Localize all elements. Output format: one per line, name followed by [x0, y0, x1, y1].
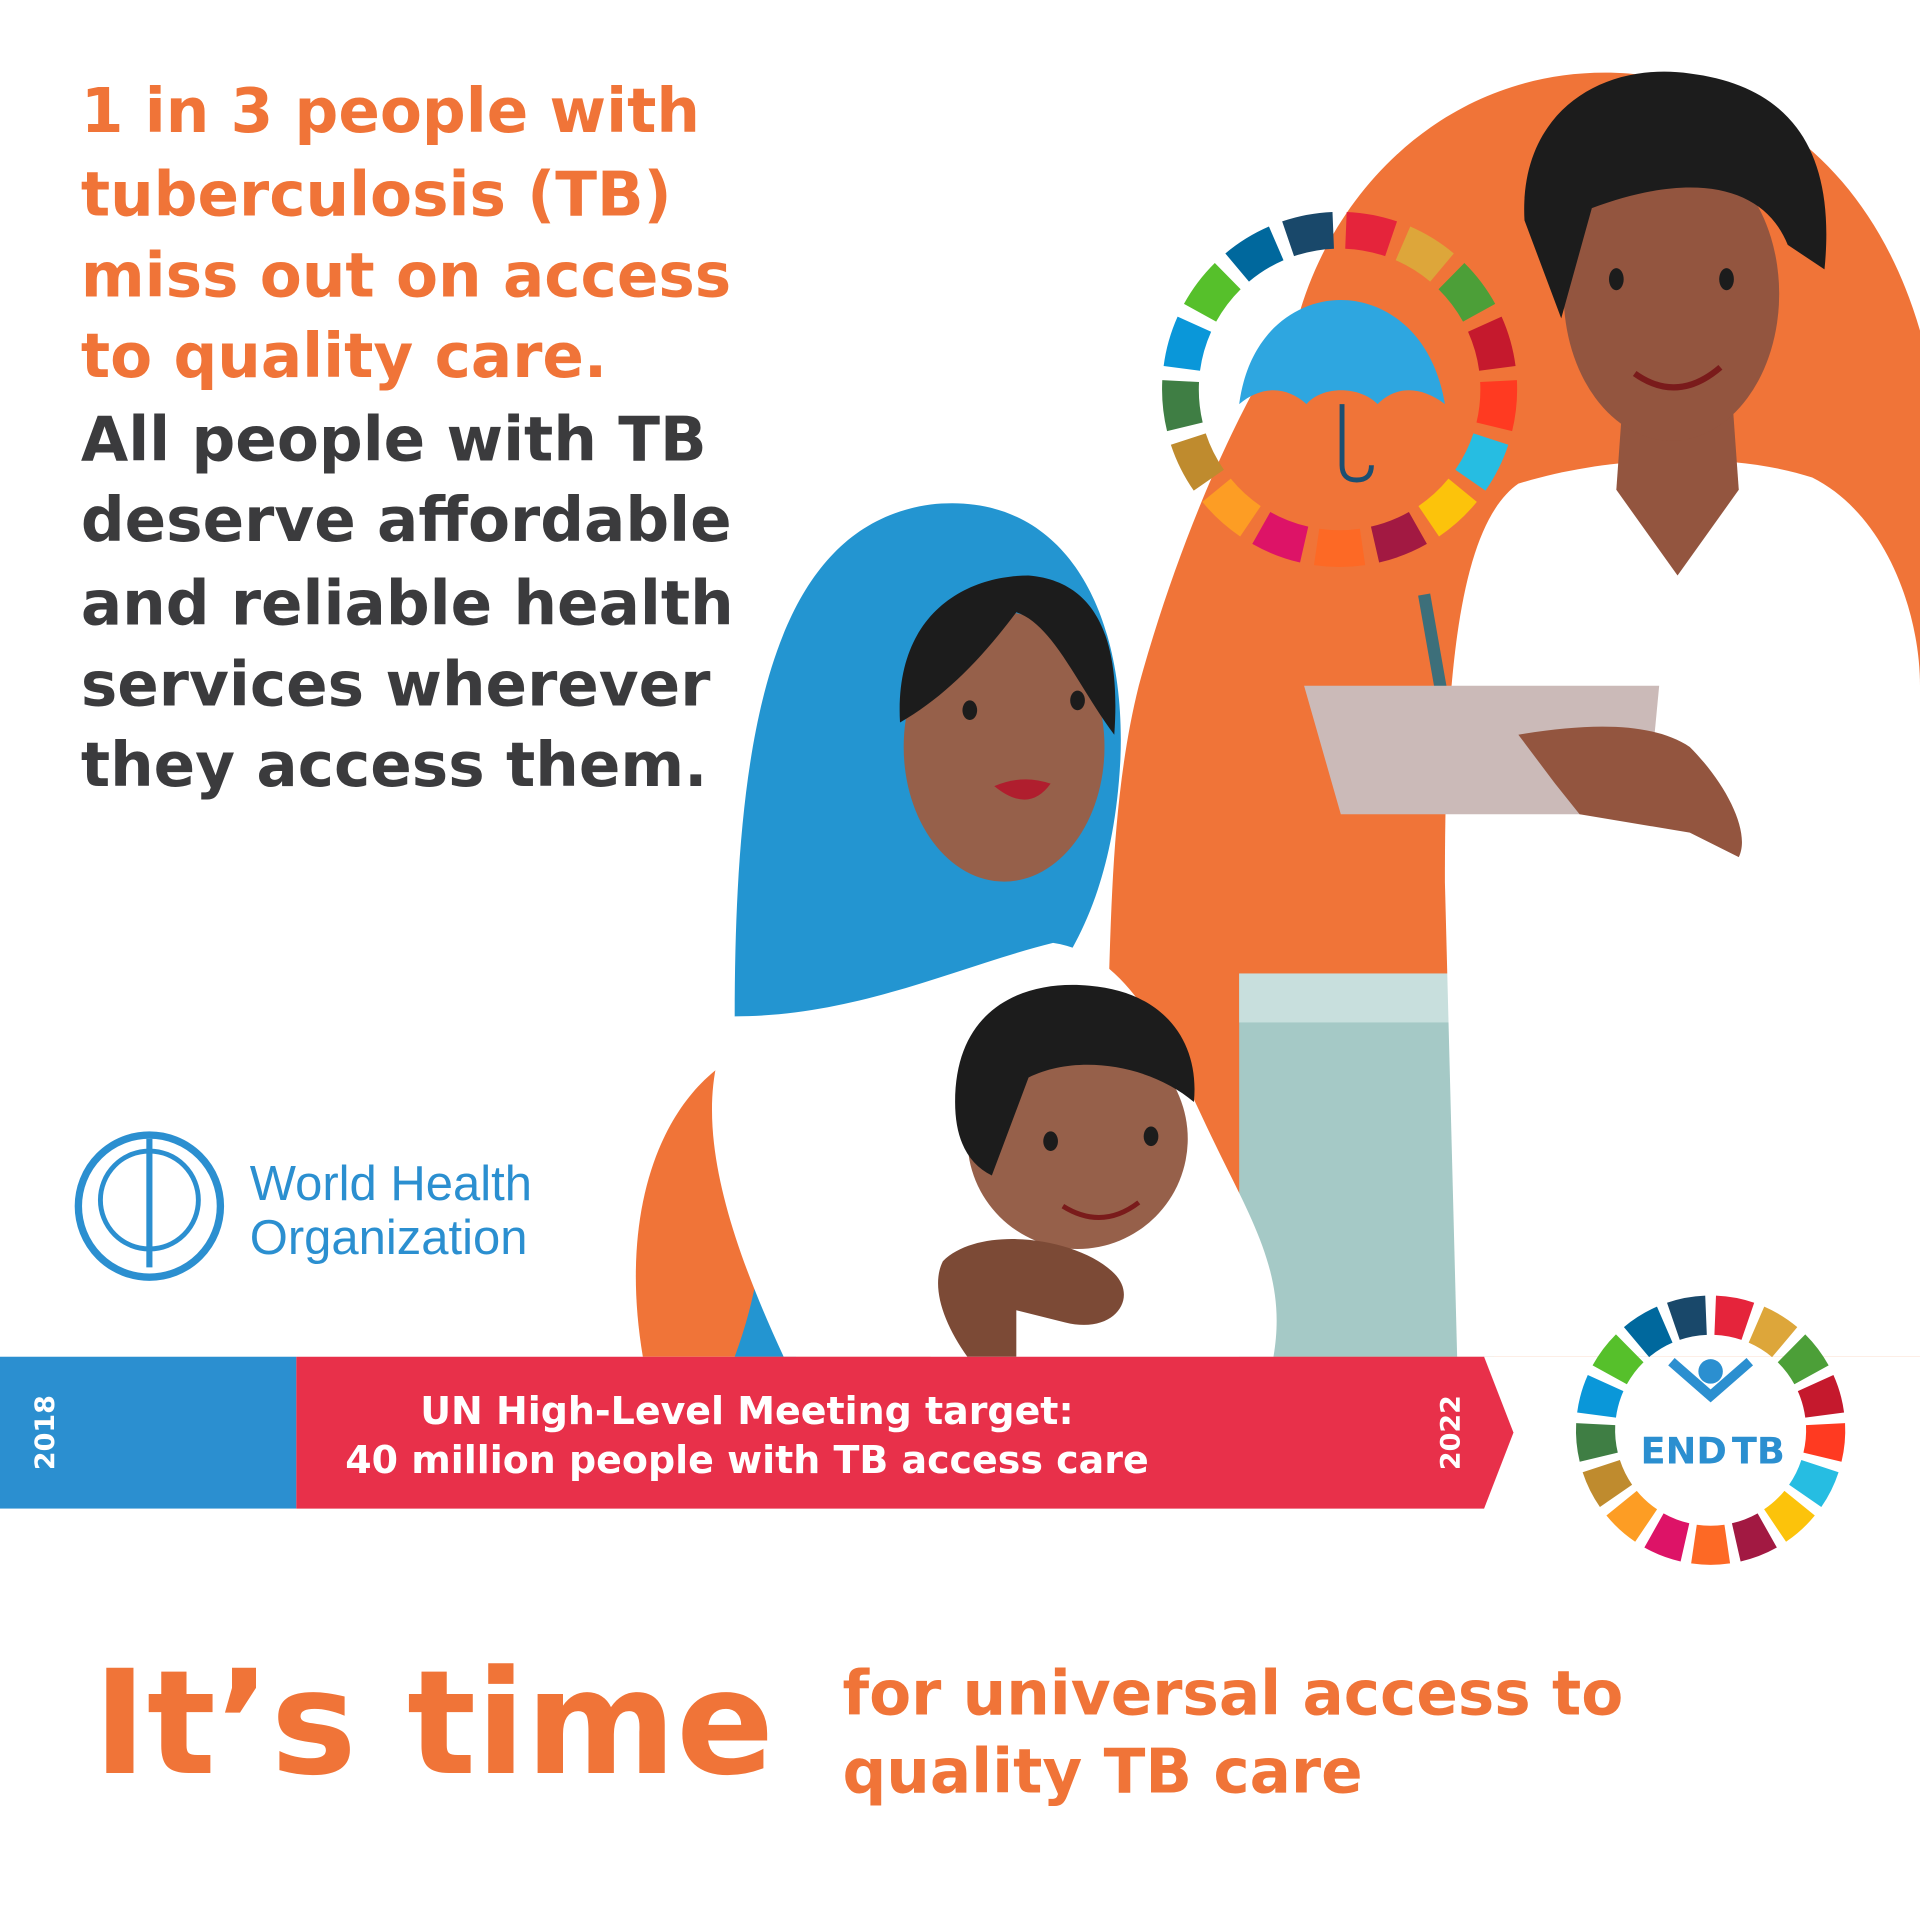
ring-segment — [1225, 226, 1284, 282]
ring-segment — [1395, 226, 1454, 282]
ring-segment — [1170, 433, 1224, 491]
ring-segment — [1644, 1513, 1690, 1562]
umbrella — [1239, 300, 1445, 405]
ring-segment — [1777, 1334, 1829, 1385]
ring-segment — [1455, 433, 1509, 491]
body-line: they access them. — [81, 730, 708, 801]
timeline-line: UN High-Level Meeting target: — [420, 1389, 1073, 1433]
who-name: Organization — [250, 1211, 528, 1265]
headline-line: miss out on access — [81, 240, 731, 311]
ring-segment — [1797, 1374, 1845, 1418]
ring-segment — [1714, 1295, 1755, 1340]
child-hair — [955, 984, 1195, 1176]
pen — [1418, 593, 1448, 693]
ring-segment — [1577, 1374, 1624, 1418]
ring-segment — [1183, 263, 1241, 322]
ring-segment — [1314, 528, 1366, 567]
headline-line: tuberculosis (TB) — [81, 160, 672, 231]
body-line: services wherever — [81, 649, 711, 720]
timeline: 2018 UN High-Level Meeting target: 40 mi… — [0, 1356, 1514, 1509]
umbrella-handle — [1339, 404, 1374, 483]
woman-eye — [1070, 690, 1085, 711]
footer-title: It’s time — [93, 1640, 774, 1808]
ring-segment — [1623, 1306, 1673, 1358]
ring-segment — [1606, 1490, 1658, 1542]
timeline-arrow — [296, 1356, 1514, 1509]
start-year: 2018 — [30, 1395, 61, 1470]
child-eye — [1043, 1131, 1058, 1152]
man-hand — [1518, 726, 1742, 858]
endtb-word: TB — [1732, 1429, 1785, 1472]
ring-segment — [1592, 1334, 1644, 1385]
ring-segment — [1575, 1423, 1618, 1462]
illustration — [635, 71, 1920, 1357]
timeline-line: 40 million people with TB access care — [345, 1438, 1148, 1482]
man-shirt — [1444, 459, 1920, 1357]
headline-line: to quality care. — [81, 321, 607, 392]
man-face — [1563, 146, 1780, 441]
ring-segment — [1476, 380, 1518, 432]
timeline-start — [0, 1356, 297, 1509]
footer: It’s time for universal access to qualit… — [93, 1640, 1623, 1808]
who-logo: World Health Organization — [74, 1131, 532, 1281]
end-year: 2022 — [1436, 1395, 1467, 1470]
ring-segment — [1764, 1490, 1815, 1542]
ring-segment — [1667, 1295, 1707, 1340]
body-line: All people with TB — [81, 404, 707, 475]
endtb-figure-head — [1698, 1359, 1723, 1384]
sdg-ring — [1162, 211, 1518, 567]
ring-segment — [1345, 211, 1398, 257]
ring-segment — [1163, 316, 1212, 371]
ring-segment — [1252, 511, 1309, 563]
man-neck — [1616, 404, 1739, 576]
child-arms — [938, 1239, 1124, 1357]
woman-hair — [899, 575, 1116, 735]
ring-segment — [1370, 511, 1427, 563]
child-eye — [1143, 1126, 1159, 1147]
ring-segment — [1748, 1306, 1798, 1358]
man-smile — [1632, 365, 1723, 391]
who-emblem — [74, 1131, 225, 1281]
ring-segment — [1202, 478, 1261, 537]
ring-segment — [1282, 211, 1334, 257]
endtb-figure — [1668, 1357, 1754, 1403]
woman-lips — [994, 779, 1051, 800]
ring-segment — [1789, 1459, 1839, 1507]
man-eye — [1608, 268, 1624, 291]
endtb-ring — [1575, 1295, 1846, 1565]
footer-line: quality TB care — [842, 1737, 1362, 1808]
man-eye — [1719, 268, 1734, 291]
end-tb-logo: END TB — [1575, 1295, 1846, 1565]
man-hair — [1524, 71, 1827, 319]
woman-eye — [962, 700, 978, 720]
ring-segment — [1418, 478, 1477, 537]
endtb-word: END — [1641, 1429, 1727, 1472]
body-line: and reliable health — [81, 568, 734, 639]
ring-segment — [1438, 263, 1496, 322]
ring-segment — [1162, 380, 1203, 432]
ring-segment — [1731, 1513, 1777, 1562]
ring-segment — [1803, 1423, 1846, 1462]
ring-segment — [1582, 1459, 1633, 1507]
footer-line: for universal access to — [842, 1658, 1623, 1729]
headline: 1 in 3 people with tuberculosis (TB) mis… — [81, 76, 734, 801]
ring-segment — [1691, 1524, 1731, 1565]
headline-line: 1 in 3 people with — [81, 76, 700, 147]
who-name: World Health — [250, 1157, 532, 1211]
ring-segment — [1468, 316, 1516, 371]
body-line: deserve affordable — [81, 485, 732, 556]
child-smile — [1061, 1200, 1141, 1220]
